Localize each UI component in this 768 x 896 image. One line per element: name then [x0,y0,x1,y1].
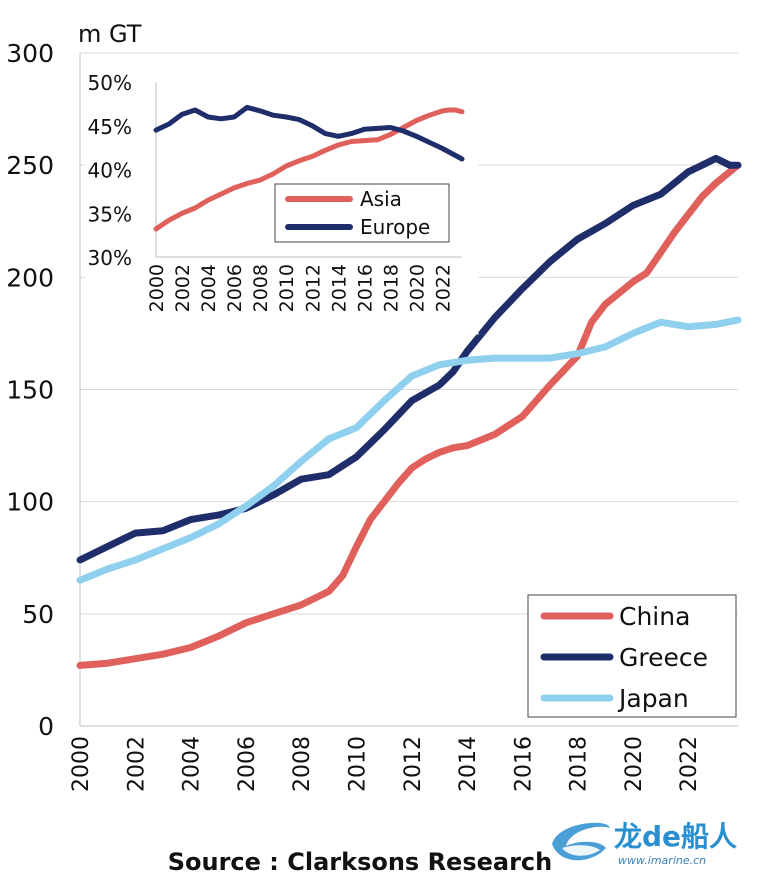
main-x-tick-label: 2018 [567,736,592,792]
source-note: Source : Clarksons Research [167,848,553,876]
inset-x-tick-label: 2002 [172,264,194,312]
inset-x-tick-label: 2018 [380,264,402,312]
main-x-tick-label: 2020 [622,736,647,792]
inset-y-tick-label: 50% [88,71,132,95]
inset-x-tick-label: 2008 [250,264,272,312]
watermark-url: www.imarine.cn [618,854,706,867]
main-legend-label-greece: Greece [619,643,708,672]
inset-x-tick-label: 2014 [328,264,350,312]
inset-series-line-asia [153,107,465,232]
main-y-tick-label: 150 [6,376,54,405]
watermark-brand: 龙de船人 [614,820,737,853]
main-y-tick-label: 300 [6,39,54,68]
watermark-logo: 龙de船人 www.imarine.cn [548,814,758,870]
main-x-tick-label: 2014 [456,736,481,792]
inset-series-line-europe [153,104,465,162]
main-x-tick-label: 2002 [124,736,149,792]
main-x-tick-label: 2000 [69,736,94,792]
inset-chart: 30%35%40%45%50%2000 2002 2004 2006 2008 2010 2… [85,61,479,335]
inset-x-tick-label: 2004 [198,264,220,312]
series-line-greece [76,154,742,564]
inset-x-tick-label: 2006 [224,264,246,312]
inset-y-tick-label: 40% [88,159,132,183]
main-x-tick-label: 2006 [235,736,260,792]
main-y-tick-label: 0 [38,712,54,741]
inset-y-tick-label: 45% [88,115,132,139]
main-legend-label-japan: Japan [617,684,689,713]
inset-y-tick-label: 35% [88,202,132,226]
inset-legend-label-asia: Asia [360,187,402,211]
inset-legend-box [274,183,450,243]
inset-x-tick-label: 2000 [146,264,168,312]
inset-x-tick-label: 2022 [432,264,454,312]
main-x-tick-label: 2012 [401,736,426,792]
main-legend-label-china: China [619,602,690,631]
main-y-tick-label: 200 [6,263,54,292]
watermark-icon: 龙de船人 www.imarine.cn [552,820,737,867]
inset-y-tick-label: 30% [88,246,132,270]
series-line-china [76,161,742,669]
main-y-tick-label: 250 [6,151,54,180]
main-series-lines [76,154,742,669]
inset-x-tick-label: 2016 [354,264,376,312]
inset-x-tick-label: 2010 [276,264,298,312]
series-line-japan [76,316,742,584]
inset-legend-label-europe: Europe [360,215,430,239]
main-x-tick-label: 2008 [290,736,315,792]
main-y-tick-label: 100 [6,488,54,517]
inset-x-tick-label: 2020 [406,264,428,312]
main-legend: China Greece Japan [527,594,737,718]
main-y-tick-label: 50 [22,600,54,629]
main-x-tick-label: 2004 [180,736,205,792]
main-y-axis-label: m GT [78,20,142,48]
main-x-tick-label: 2010 [345,736,370,792]
inset-x-tick-label: 2012 [302,264,324,312]
main-x-tick-label: 2016 [511,736,536,792]
main-x-tick-label: 2022 [677,736,702,792]
